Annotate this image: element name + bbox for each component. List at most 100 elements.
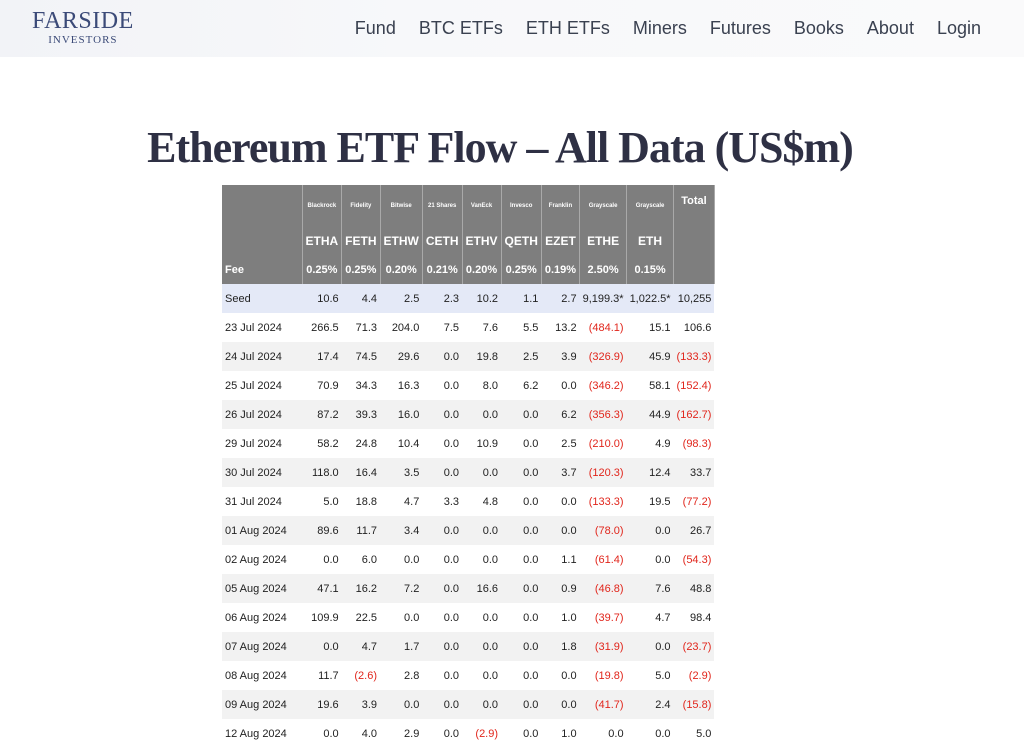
flow-cell: (19.8) — [579, 661, 627, 690]
nav-eth-etfs[interactable]: ETH ETFs — [525, 18, 610, 38]
provider-cell: Grayscale — [626, 185, 675, 226]
flow-cell: 0.0 — [380, 603, 423, 632]
total-cell: (77.2) — [673, 487, 715, 516]
flow-cell: 0.0 — [501, 690, 542, 719]
flow-cell: 3.9 — [341, 690, 381, 719]
flow-cell: (356.3) — [579, 400, 627, 429]
flow-cell: 0.0 — [541, 516, 580, 545]
flow-cell: 11.7 — [302, 661, 342, 690]
nav-login[interactable]: Login — [936, 18, 981, 38]
flow-cell: 71.3 — [341, 313, 381, 342]
flow-cell: 2.4 — [626, 690, 674, 719]
table-row: 29 Jul 2024 58.2 24.8 10.4 0.0 10.9 0.0 2.5 (210… — [222, 429, 715, 458]
farside-logo[interactable]: FARSIDE INVESTORS — [32, 8, 134, 46]
flow-cell: 5.0 — [302, 487, 342, 516]
nav-btc-etfs[interactable]: BTC ETFs — [418, 18, 503, 38]
flow-cell: 0.0 — [380, 690, 423, 719]
flow-cell: 0.0 — [462, 516, 502, 545]
flow-cell: 3.5 — [380, 458, 423, 487]
flow-cell: 3.3 — [422, 487, 463, 516]
flow-cell: 2.5 — [501, 342, 542, 371]
flow-cell: 2.7 — [541, 284, 580, 313]
table-row: 08 Aug 2024 11.7 (2.6) 2.8 0.0 0.0 0.0 0.0 (19.8… — [222, 661, 715, 690]
header-blank — [222, 185, 303, 226]
flow-cell: (31.9) — [579, 632, 627, 661]
flow-cell: 58.2 — [302, 429, 342, 458]
flow-cell: 18.8 — [341, 487, 381, 516]
table-row: 23 Jul 2024 266.5 71.3 204.0 7.5 7.6 5.5 13.2 (4… — [222, 313, 715, 342]
flow-cell: 0.0 — [541, 690, 580, 719]
flow-cell: 0.0 — [501, 632, 542, 661]
nav-futures[interactable]: Futures — [709, 18, 771, 38]
flow-cell: 0.0 — [541, 661, 580, 690]
nav-about[interactable]: About — [866, 18, 914, 38]
flow-cell: 10.2 — [462, 284, 502, 313]
flow-cell: 0.0 — [626, 719, 674, 748]
total-cell: 48.8 — [673, 574, 715, 603]
total-cell: (162.7) — [673, 400, 715, 429]
provider-cell: Franklin — [541, 185, 581, 226]
provider-cell: Invesco — [501, 185, 542, 226]
table-row: 24 Jul 2024 17.4 74.5 29.6 0.0 19.8 2.5 3.9 (326… — [222, 342, 715, 371]
ticker-cell: ETH — [626, 226, 675, 255]
fee-cell: 0.15% — [626, 255, 675, 284]
total-cell: 5.0 — [673, 719, 715, 748]
table-row: 09 Aug 2024 19.6 3.9 0.0 0.0 0.0 0.0 0.0 (41.7) 2… — [222, 690, 715, 719]
flow-cell: 45.9 — [626, 342, 674, 371]
flow-cell: 0.0 — [422, 371, 463, 400]
flow-cell: 0.0 — [501, 574, 542, 603]
logo-subtitle: INVESTORS — [48, 34, 118, 46]
flow-cell: 0.0 — [462, 458, 502, 487]
flow-cell: 1.8 — [541, 632, 580, 661]
flow-cell: 19.6 — [302, 690, 342, 719]
main-nav: Fund BTC ETFs ETH ETFs Miners Futures Bo… — [332, 18, 981, 39]
fee-cell: 0.21% — [422, 255, 463, 284]
total-cell: (2.9) — [673, 661, 715, 690]
flow-cell: 24.8 — [341, 429, 381, 458]
table-row: 05 Aug 2024 47.1 16.2 7.2 0.0 16.6 0.0 0.9 (46.8… — [222, 574, 715, 603]
flow-cell: 4.7 — [380, 487, 423, 516]
total-cell: 98.4 — [673, 603, 715, 632]
flow-cell: 2.8 — [380, 661, 423, 690]
flow-cell: (2.6) — [341, 661, 381, 690]
flow-cell: 7.2 — [380, 574, 423, 603]
flow-cell: 29.6 — [380, 342, 423, 371]
flow-cell: 19.8 — [462, 342, 502, 371]
flow-cell: 1.7 — [380, 632, 423, 661]
table-row: 07 Aug 2024 0.0 4.7 1.7 0.0 0.0 0.0 1.8 (31.9) 0.… — [222, 632, 715, 661]
nav-books[interactable]: Books — [793, 18, 844, 38]
flow-cell: 0.0 — [626, 632, 674, 661]
table-row: 30 Jul 2024 118.0 16.4 3.5 0.0 0.0 0.0 3.7 (120.… — [222, 458, 715, 487]
flow-cell: 11.7 — [341, 516, 381, 545]
flow-cell: 5.0 — [626, 661, 674, 690]
flow-cell: 0.0 — [579, 719, 627, 748]
table-row: 01 Aug 2024 89.6 11.7 3.4 0.0 0.0 0.0 0.0 (78.0)… — [222, 516, 715, 545]
flow-cell: 0.0 — [422, 400, 463, 429]
flow-cell: (61.4) — [579, 545, 627, 574]
flow-cell: (41.7) — [579, 690, 627, 719]
flow-cell: 118.0 — [302, 458, 342, 487]
date-cell: 26 Jul 2024 — [222, 400, 302, 429]
flow-cell: (210.0) — [579, 429, 627, 458]
total-cell: (133.3) — [673, 342, 715, 371]
date-cell: 12 Aug 2024 — [222, 719, 302, 748]
ticker-cell: ETHA — [302, 226, 343, 255]
flow-cell: 1.0 — [541, 603, 580, 632]
flow-cell: 0.0 — [462, 661, 502, 690]
total-cell: 10,255 — [673, 284, 715, 313]
ticker-cell: CETH — [422, 226, 463, 255]
ticker-cell: FETH — [341, 226, 381, 255]
table-row: 12 Aug 2024 0.0 4.0 2.9 0.0 (2.9) 0.0 1.0 0.0 0.0… — [222, 719, 715, 748]
flow-cell: 0.0 — [501, 458, 542, 487]
nav-fund[interactable]: Fund — [354, 18, 396, 38]
nav-miners[interactable]: Miners — [632, 18, 687, 38]
flow-cell: 1,022.5* — [626, 284, 674, 313]
fee-cell: 2.50% — [579, 255, 628, 284]
flow-cell: 16.6 — [462, 574, 502, 603]
flow-cell: 0.0 — [462, 632, 502, 661]
flow-cell: 10.6 — [302, 284, 342, 313]
date-cell: Seed — [222, 284, 302, 313]
ticker-cell: QETH — [501, 226, 542, 255]
flow-cell: 1.0 — [541, 719, 580, 748]
flow-cell: 0.0 — [501, 661, 542, 690]
